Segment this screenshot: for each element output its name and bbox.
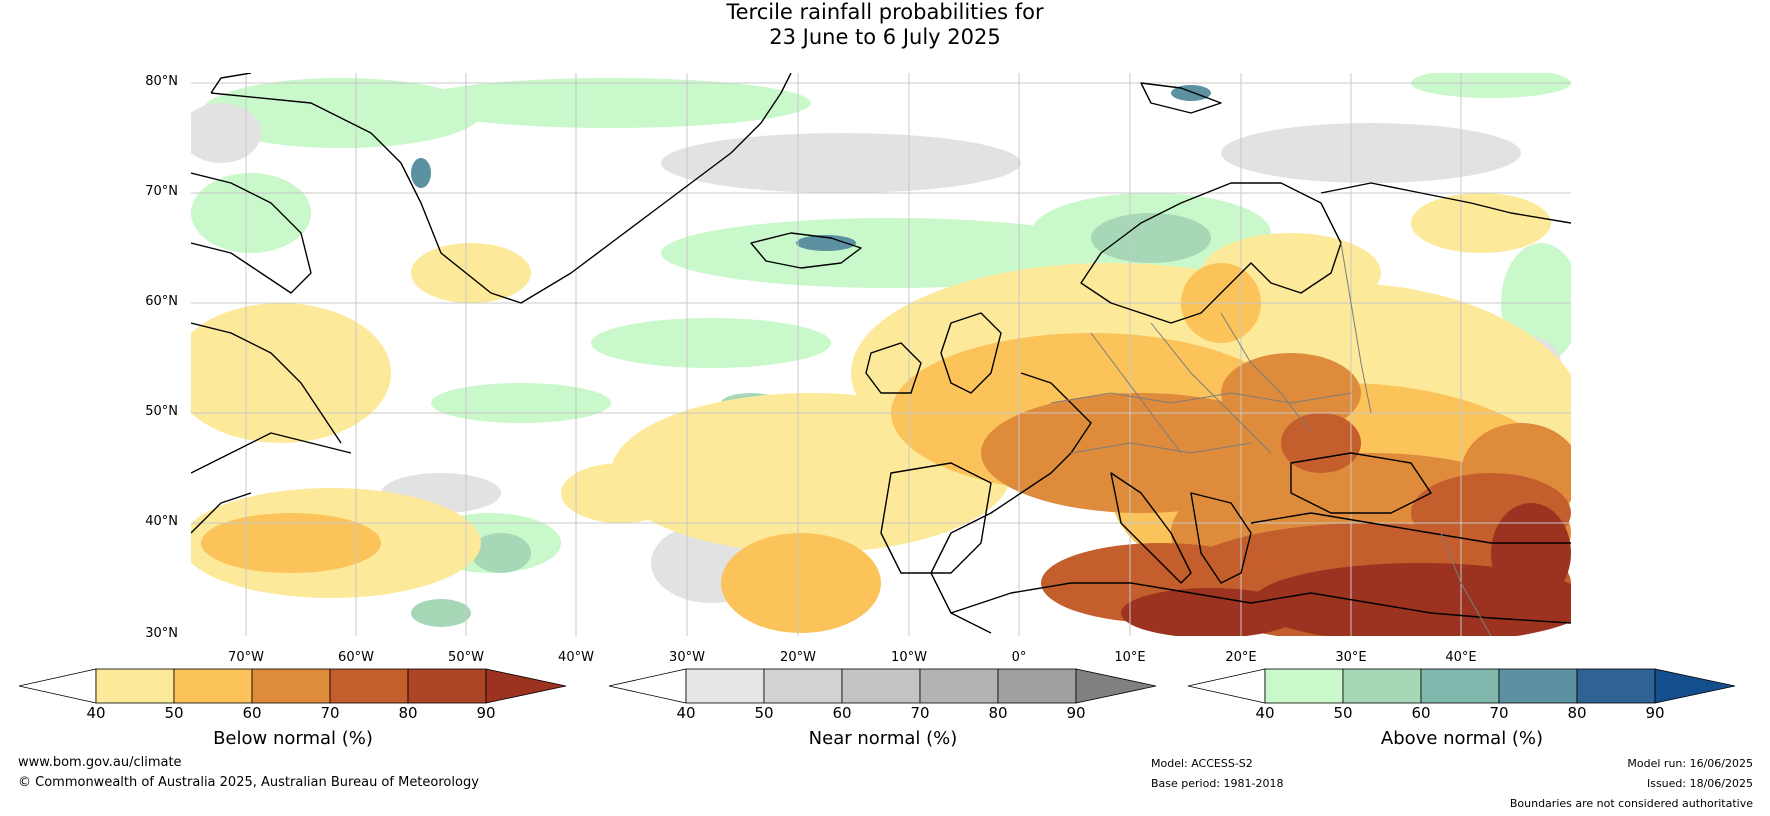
cbar-below-seg-1 [95,668,175,704]
colorbar-below-normal [18,668,567,704]
lon-label-30e: 30°E [1335,650,1367,665]
cbar-above-seg-0 [1187,668,1266,704]
lon-label-30w: 30°W [669,650,705,665]
cbar-below-seg-0 [18,668,97,704]
colorbar-above-normal [1187,668,1736,704]
cbar-above-seg-3 [1420,668,1500,704]
lon-label-20e: 20°E [1225,650,1257,665]
cbar-below-seg-2 [173,668,253,704]
lon-label-70w: 70°W [228,650,264,665]
cbar-below-tick: 80 [398,704,418,722]
lon-label-10w: 10°W [891,650,927,665]
lon-label-10e: 10°E [1114,650,1146,665]
lon-label-60w: 60°W [338,650,374,665]
cbar-above-seg-4 [1498,668,1578,704]
cbar-near-tick: 70 [910,704,930,722]
lon-label-40w: 40°W [558,650,594,665]
cbar-below-tick: 70 [320,704,340,722]
cbar-below-seg-5 [407,668,487,704]
lon-label-40e: 40°E [1445,650,1477,665]
cbar-near-seg-2 [763,668,843,704]
lon-label-20w: 20°W [780,650,816,665]
cbar-above-tick: 50 [1333,704,1353,722]
cbar-near-seg-1 [685,668,765,704]
map-field [191,73,1571,636]
cbar-above-seg-5 [1576,668,1656,704]
cbar-near-seg-3 [841,668,921,704]
cbar-below-tick: 90 [476,704,496,722]
footer-copyright: © Commonwealth of Australia 2025, Austra… [18,775,479,790]
footer-model: Model: ACCESS-S2 [1151,757,1253,770]
colorbar-near-normal [608,668,1157,704]
cbar-near-seg-4 [919,668,999,704]
footer-disclaimer: Boundaries are not considered authoritat… [1509,797,1753,810]
lon-label-50w: 50°W [448,650,484,665]
lat-label-50n: 50°N [145,404,178,419]
footer-base-period: Base period: 1981-2018 [1151,777,1284,790]
cbar-near-tick: 40 [676,704,696,722]
lat-label-40n: 40°N [145,514,178,529]
cbar-below-tick: 60 [242,704,262,722]
cbar-near-seg-6 [1075,668,1157,704]
cbar-near-tick: 50 [754,704,774,722]
cbar-below-tick: 50 [164,704,184,722]
colorbar-below-label: Below normal (%) [213,728,373,749]
cbar-above-seg-2 [1342,668,1422,704]
lat-label-30n: 30°N [145,626,178,641]
cbar-below-tick: 40 [86,704,106,722]
footer-model-run: Model run: 16/06/2025 [1627,757,1753,770]
cbar-above-tick: 40 [1255,704,1275,722]
title-line-1: Tercile rainfall probabilities for [726,0,1044,24]
lat-label-80n: 80°N [145,74,178,89]
cbar-above-tick: 90 [1645,704,1665,722]
cbar-below-seg-6 [485,668,567,704]
cbar-near-tick: 60 [832,704,852,722]
cbar-below-seg-3 [251,668,331,704]
colorbar-above-label: Above normal (%) [1380,728,1544,749]
cbar-near-tick: 80 [988,704,1008,722]
cbar-above-seg-1 [1264,668,1344,704]
map-title: Tercile rainfall probabilities for 23 Ju… [0,0,1770,50]
cbar-near-seg-0 [608,668,687,704]
lon-label-0: 0° [1011,650,1027,665]
cbar-above-tick: 70 [1489,704,1509,722]
lat-label-70n: 70°N [145,184,178,199]
cbar-above-tick: 60 [1411,704,1431,722]
colorbar-near-label: Near normal (%) [808,728,958,749]
cbar-near-seg-5 [997,668,1077,704]
cbar-near-tick: 90 [1066,704,1086,722]
title-line-2: 23 June to 6 July 2025 [769,25,1001,49]
lat-label-60n: 60°N [145,294,178,309]
cbar-above-seg-6 [1654,668,1736,704]
cbar-below-seg-4 [329,668,409,704]
footer-issued: Issued: 18/06/2025 [1646,777,1753,790]
footer-website[interactable]: www.bom.gov.au/climate [18,755,182,770]
probability-map [191,73,1571,636]
cbar-above-tick: 80 [1567,704,1587,722]
